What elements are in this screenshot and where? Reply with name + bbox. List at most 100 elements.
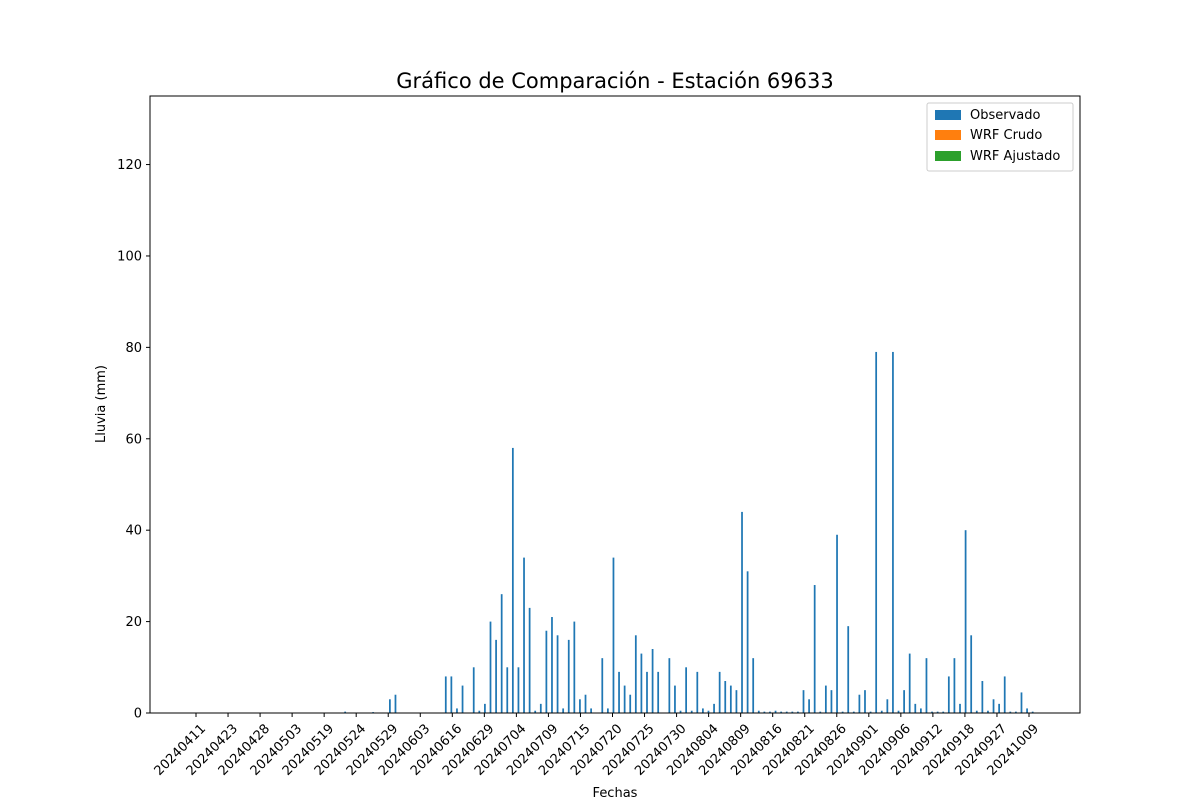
bar-observado xyxy=(920,708,922,713)
bar-observado xyxy=(942,711,945,713)
bar-observado xyxy=(808,699,810,713)
bar-observado xyxy=(657,671,660,713)
bar-observado xyxy=(836,534,838,713)
legend-swatch-wrf-ajustado xyxy=(935,151,961,161)
bar-observado xyxy=(824,685,827,713)
bar-observado xyxy=(584,694,587,713)
bar-observado xyxy=(640,653,643,713)
legend-label-wrf-crudo: WRF Crudo xyxy=(970,128,1042,143)
bar-observado xyxy=(830,690,833,713)
bar-observado xyxy=(841,711,844,713)
bar-observado xyxy=(741,511,743,713)
bars-group xyxy=(344,351,1034,713)
bar-observado xyxy=(847,626,850,713)
bar-observado xyxy=(389,699,391,713)
bar-observado xyxy=(461,685,464,713)
bar-observado xyxy=(981,681,984,713)
bar-observado xyxy=(511,447,514,713)
legend-box xyxy=(926,102,1074,172)
bar-observado xyxy=(914,703,917,713)
bar-observado xyxy=(746,571,749,713)
bar-observado xyxy=(780,711,783,713)
bar-observado xyxy=(534,710,537,713)
bar-observado xyxy=(679,710,682,713)
y-tick-label: 60 xyxy=(125,432,142,447)
bar-observado xyxy=(959,703,961,713)
bar-observado xyxy=(1003,676,1006,713)
bar-observado xyxy=(769,711,771,713)
bar-observado xyxy=(752,658,755,713)
bar-observado xyxy=(601,658,604,713)
bar-observado xyxy=(495,639,497,713)
bar-observado xyxy=(696,671,699,713)
bar-observado xyxy=(517,667,520,713)
bar-observado xyxy=(724,681,727,713)
x-axis-ticks: 2024041120240423202404282024050320240519… xyxy=(152,713,1042,779)
y-tick-label: 20 xyxy=(125,615,142,630)
y-tick-label: 120 xyxy=(117,158,142,173)
plot-frame xyxy=(149,95,1081,714)
bar-observado xyxy=(908,653,911,713)
bar-observado xyxy=(897,710,900,713)
bar-observado xyxy=(975,710,978,713)
bar-observado xyxy=(674,685,676,713)
bar-observado xyxy=(925,658,928,713)
bar-observado xyxy=(1009,711,1012,713)
bar-observado xyxy=(685,667,687,713)
bar-observado xyxy=(702,708,704,713)
bar-observado xyxy=(523,557,525,713)
bar-observado xyxy=(668,658,671,713)
bar-observado xyxy=(539,703,542,713)
bar-observado xyxy=(394,694,397,713)
bar-observado xyxy=(707,710,710,713)
bar-observado xyxy=(936,711,939,713)
chart-title: Gráfico de Comparación - Estación 69633 xyxy=(396,69,833,93)
bar-observado xyxy=(612,557,615,713)
bar-observado xyxy=(864,690,866,713)
bar-observado xyxy=(1020,692,1023,713)
legend-label-wrf-ajustado: WRF Ajustado xyxy=(970,149,1060,164)
bar-observado xyxy=(763,711,766,713)
legend-label-observado: Observado xyxy=(970,108,1041,123)
bar-observado xyxy=(852,711,855,713)
bar-observado xyxy=(953,658,956,713)
bar-observado xyxy=(992,699,995,713)
bar-observado xyxy=(562,708,565,713)
bar-observado xyxy=(797,711,799,713)
bar-observado xyxy=(713,703,715,713)
bar-observado xyxy=(813,585,816,713)
bar-observado xyxy=(690,710,693,713)
bar-observado xyxy=(618,671,620,713)
bar-observado xyxy=(964,530,967,713)
bar-observado xyxy=(718,671,721,713)
legend-swatch-observado xyxy=(935,110,961,120)
bar-observado xyxy=(607,708,609,713)
bar-observado xyxy=(875,351,878,713)
bar-observado xyxy=(573,621,576,713)
bar-observado xyxy=(528,607,531,713)
bar-observado xyxy=(869,711,872,713)
y-axis-label: Lluvia (mm) xyxy=(94,365,109,443)
bar-observado xyxy=(1031,711,1034,713)
bar-observado xyxy=(484,703,486,713)
bar-observado xyxy=(634,635,637,713)
bar-observado xyxy=(506,667,509,713)
bar-observado xyxy=(947,676,950,713)
bar-observado xyxy=(450,676,453,713)
bar-observado xyxy=(444,676,447,713)
bar-observado xyxy=(500,594,503,713)
bar-observado xyxy=(1015,711,1017,713)
bar-observado xyxy=(472,667,475,713)
bar-observado xyxy=(489,621,492,713)
legend: Observado WRF Crudo WRF Ajustado xyxy=(926,102,1074,172)
bar-observado xyxy=(987,710,989,713)
bar-observado xyxy=(456,708,458,713)
y-tick-label: 40 xyxy=(125,524,142,539)
bar-observado xyxy=(892,351,894,713)
bar-observado xyxy=(998,703,1000,713)
bar-observado xyxy=(590,708,592,713)
bar-observado xyxy=(785,711,788,713)
bar-observado xyxy=(579,699,581,713)
bar-observado xyxy=(802,690,805,713)
